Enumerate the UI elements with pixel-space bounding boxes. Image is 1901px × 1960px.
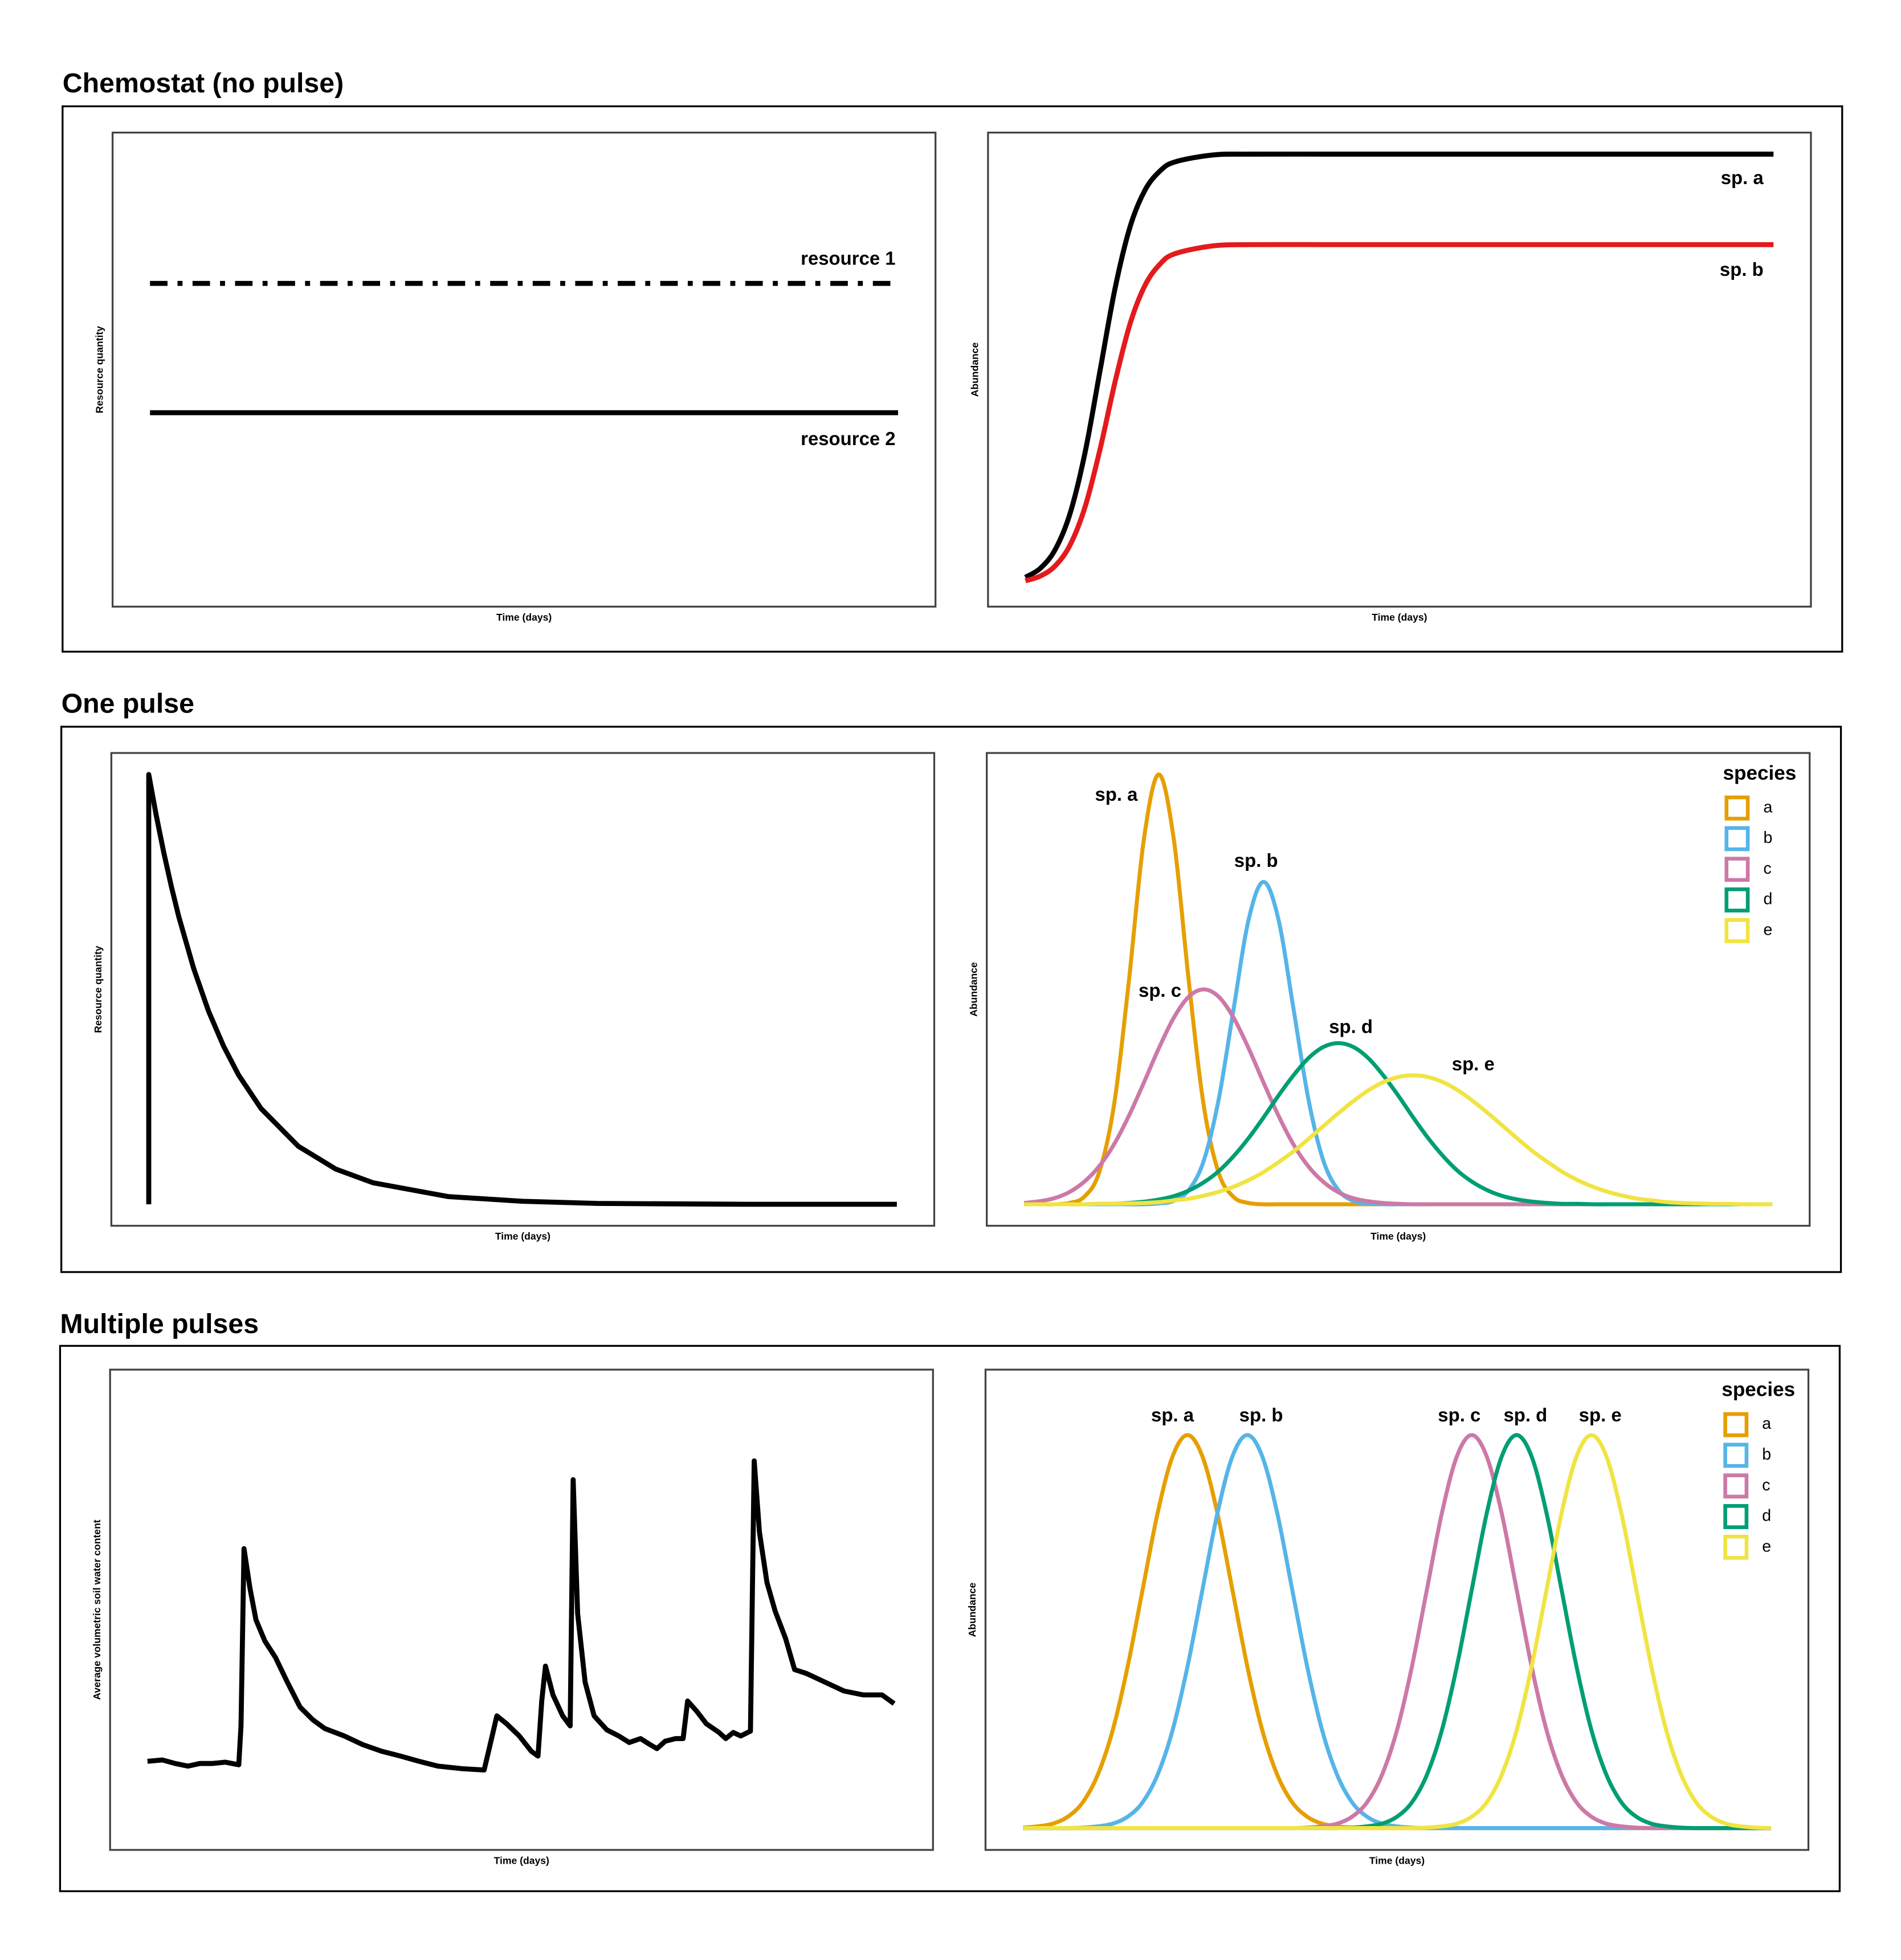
series-line [146, 772, 897, 1207]
series-line [147, 1458, 896, 1773]
plot-frame [110, 752, 936, 1227]
plot-frame [987, 131, 1812, 608]
plot-frame [111, 131, 937, 608]
legend-swatch [1724, 887, 1750, 912]
series-label: sp. a [1095, 784, 1138, 805]
series-line [1024, 151, 1774, 580]
plot-frame [109, 1368, 934, 1851]
legend-label: c [1762, 1476, 1770, 1494]
x-axis-label: Time (days) [1369, 1855, 1425, 1866]
series-label: sp. d [1503, 1404, 1547, 1425]
legend-label: c [1764, 859, 1772, 878]
legend-label: e [1762, 1537, 1771, 1555]
legend-swatch [1723, 1504, 1749, 1529]
series-label: sp. e [1452, 1053, 1495, 1074]
y-axis-label: Average volumetric soil water content [91, 1519, 103, 1700]
legend-label: b [1762, 1445, 1771, 1464]
plot-frame [985, 752, 1811, 1227]
legend-swatch [1723, 1443, 1749, 1468]
series-label: sp. b [1720, 259, 1764, 280]
series-line [1025, 242, 1774, 584]
x-axis-label: Time (days) [496, 612, 552, 623]
legend-swatch [1723, 1412, 1749, 1437]
legend-label: a [1764, 798, 1773, 816]
x-axis-label: Time (days) [1372, 612, 1427, 623]
y-axis-label: Abundance [968, 962, 979, 1017]
section-box [60, 726, 1842, 1273]
legend-title: species [1723, 762, 1797, 784]
series-label: sp. d [1329, 1016, 1373, 1037]
legend-swatch [1724, 826, 1750, 851]
plot-frame [984, 1368, 1810, 1851]
legend-swatch [1724, 857, 1750, 882]
series-label: resource 1 [801, 247, 895, 268]
series-label: sp. b [1239, 1404, 1283, 1425]
series-line [1024, 1073, 1773, 1207]
legend-swatch [1724, 795, 1750, 821]
legend-swatch [1723, 1534, 1749, 1560]
section-title: Multiple pulses [60, 1309, 259, 1339]
y-axis-label: Resource quantity [92, 946, 104, 1033]
x-axis-label: Time (days) [494, 1855, 549, 1866]
legend-label: b [1764, 829, 1773, 847]
legend-label: e [1764, 920, 1773, 939]
legend-label: d [1762, 1507, 1771, 1525]
x-axis-label: Time (days) [495, 1230, 550, 1242]
series-line [1023, 1433, 1771, 1831]
section-title: Chemostat (no pulse) [63, 68, 344, 99]
legend-label: a [1762, 1415, 1771, 1433]
series-label: sp. c [1438, 1404, 1480, 1425]
legend-title: species [1721, 1379, 1795, 1401]
series-label: sp. a [1151, 1404, 1194, 1425]
series-label: sp. b [1234, 850, 1278, 871]
x-axis-label: Time (days) [1370, 1230, 1426, 1242]
y-axis-label: Abundance [969, 343, 981, 397]
series-label: sp. c [1139, 980, 1181, 1001]
section-box [59, 1344, 1841, 1892]
series-label: sp. a [1721, 167, 1764, 188]
legend-swatch [1724, 918, 1750, 943]
legend-swatch [1723, 1473, 1749, 1499]
series-label: resource 2 [801, 428, 895, 449]
section-title: One pulse [62, 688, 194, 719]
section-box [62, 105, 1843, 653]
legend-label: d [1764, 890, 1773, 908]
series-label: sp. e [1579, 1404, 1622, 1425]
y-axis-label: Abundance [966, 1582, 978, 1637]
y-axis-label: Resource quantity [93, 326, 105, 413]
